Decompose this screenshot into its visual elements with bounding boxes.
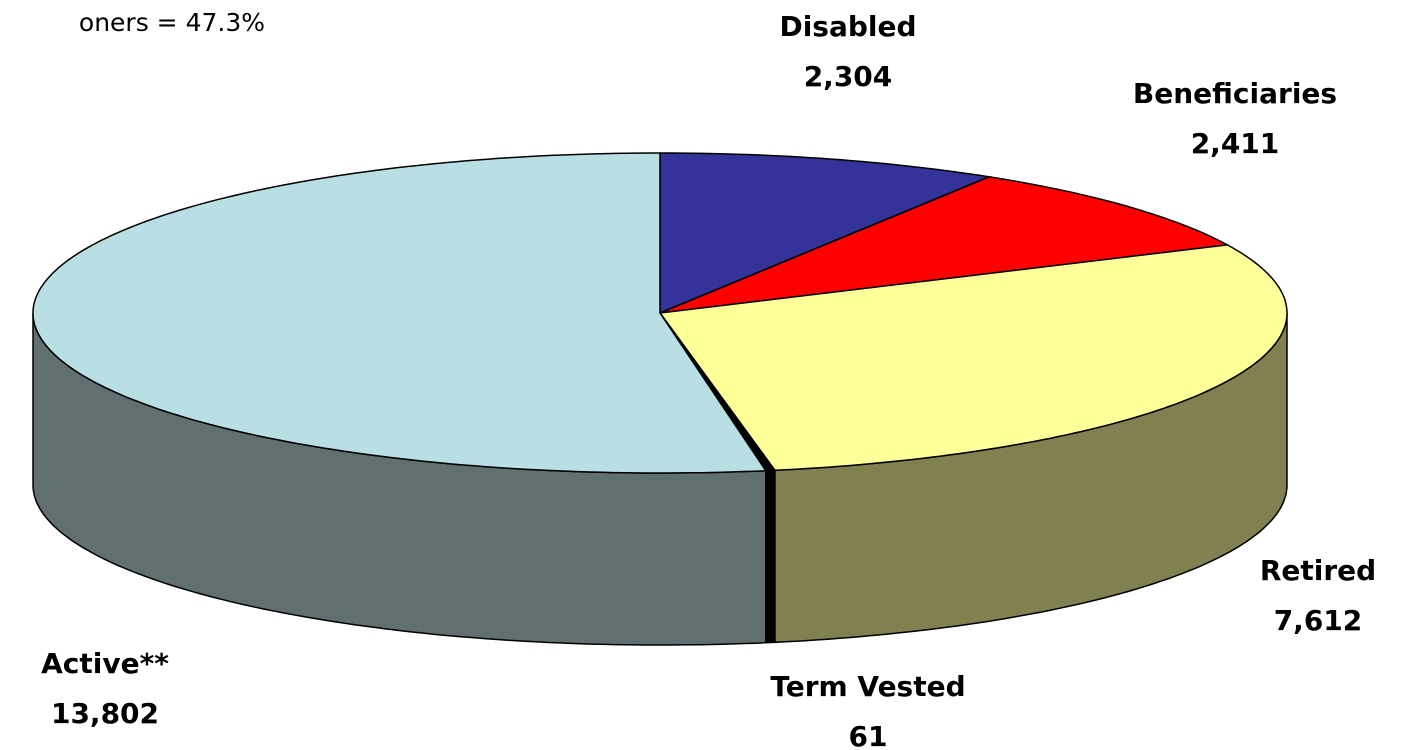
category-label: Beneficiaries: [1133, 77, 1337, 110]
slice-top: [659, 176, 1230, 314]
note: oners = 47.3%: [79, 8, 265, 37]
value-label: 61: [849, 720, 888, 750]
value-label: 7,612: [1274, 604, 1363, 637]
category-label: Retired: [1260, 554, 1376, 587]
value-label: 2,411: [1191, 127, 1280, 160]
category-label: Active**: [41, 647, 169, 680]
slice-top: [32, 152, 768, 474]
category-label: Term Vested: [770, 670, 965, 703]
value-label: 13,802: [51, 697, 159, 730]
slice-top: [659, 152, 992, 315]
slice-top: [658, 244, 1288, 472]
category-label: Disabled: [779, 10, 916, 43]
slice-side: [765, 469, 776, 644]
value-label: 2,304: [804, 60, 893, 93]
